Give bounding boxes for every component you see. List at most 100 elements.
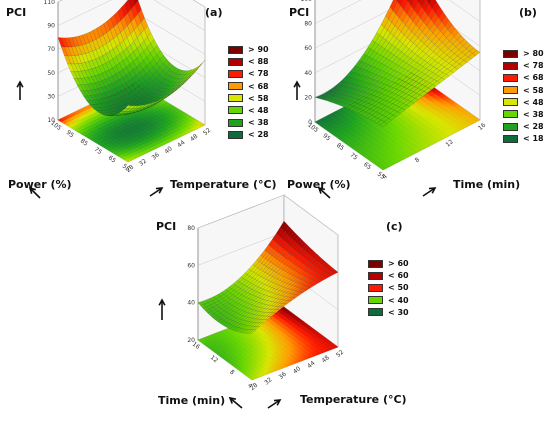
x-tick-label: 95 [321, 132, 331, 142]
x-tick-label: 8 [228, 369, 235, 377]
legend-label: < 78 [523, 61, 544, 71]
legend-swatch [228, 57, 243, 66]
legend-label: < 68 [248, 81, 269, 91]
legend-swatch [228, 94, 243, 103]
legend-item: < 68 [228, 81, 269, 92]
z-tick-label: 30 [47, 93, 55, 100]
y-tick-label: 16 [477, 122, 487, 132]
y-axis-label: Temperature (°C) [300, 393, 407, 406]
axis-arrows [158, 298, 282, 409]
legend-label: < 48 [523, 97, 544, 107]
x-tick-label: 55 [376, 171, 386, 181]
y-axis-label: Time (min) [453, 178, 521, 191]
legend-swatch [503, 134, 518, 143]
legend-item: < 88 [228, 56, 269, 67]
y-axis: 4 8 12 16 [381, 122, 487, 181]
legend-label: < 48 [248, 105, 269, 115]
legend-c: > 60 < 60 < 50 < 40 < 30 [368, 258, 409, 319]
axis-arrows [293, 80, 437, 199]
z-tick-label: 60 [187, 262, 195, 269]
legend-item: < 40 [368, 295, 409, 306]
legend-swatch [368, 296, 383, 305]
legend-label: < 88 [248, 57, 269, 67]
legend-label: < 78 [248, 69, 269, 79]
z-axis: 0 20 40 60 80 100 [301, 0, 316, 126]
legend-swatch [503, 122, 518, 131]
legend-swatch [368, 271, 383, 280]
legend-item: < 68 [503, 72, 544, 83]
x-tick-label: 4 [246, 382, 253, 390]
legend-label: < 38 [248, 118, 269, 128]
surface-mesh [57, 0, 206, 116]
x-tick-label: 85 [79, 138, 89, 148]
x-tick-label: 65 [107, 154, 117, 164]
x-tick-label: 55 [121, 163, 131, 173]
legend-label: > 90 [248, 45, 269, 54]
y-tick-label: 44 [306, 360, 316, 370]
legend-label: < 40 [388, 295, 409, 305]
x-tick-label: 95 [65, 129, 75, 139]
z-tick-label: 0 [308, 119, 312, 126]
arrow-icon [318, 187, 331, 199]
y-tick-label: 52 [202, 127, 212, 137]
y-tick-label: 8 [414, 156, 422, 164]
y-tick-label: 40 [163, 145, 173, 155]
legend-item: < 38 [503, 109, 544, 120]
legend-swatch [503, 61, 518, 70]
legend-item: < 48 [228, 105, 269, 116]
z-tick-label: 100 [301, 0, 313, 3]
legend-item: > 60 [368, 258, 409, 269]
legend-item: < 28 [503, 121, 544, 132]
arrow-icon [267, 399, 281, 409]
z-axis: 20 40 60 80 [187, 225, 199, 344]
y-tick-label: 36 [151, 151, 161, 161]
arrow-icon [149, 187, 163, 197]
z-axis: 10 30 50 70 90 110 [44, 0, 59, 124]
legend-label: < 28 [523, 122, 544, 132]
z-tick-label: 70 [47, 46, 55, 53]
x-axis-label: Power (%) [8, 178, 72, 191]
legend-b: > 80 < 78 < 68 < 58 < 48 < 38 < 28 < 18 [503, 48, 544, 146]
z-axis-label: PCI [6, 6, 27, 19]
x-tick-label: 65 [362, 161, 372, 171]
panel-a: PCI (a) 10 30 50 70 90 110 55 65 75 85 95 105 28 32 36… [0, 0, 277, 210]
legend-item: < 38 [228, 117, 269, 128]
y-tick-label: 28 [125, 164, 135, 174]
y-tick-label: 4 [381, 173, 389, 181]
z-tick-label: 80 [187, 225, 195, 232]
z-tick-label: 80 [304, 21, 312, 28]
z-tick-label: 40 [187, 300, 195, 307]
legend-label: < 30 [388, 307, 409, 317]
panel-c: PCI (c) 20 40 60 80 4 8 12 16 28 32 36 40 44 48 52 Tim… [140, 194, 415, 421]
legend-swatch [228, 106, 243, 115]
x-axis-label: Time (min) [158, 394, 226, 407]
legend-swatch [503, 98, 518, 107]
legend-a: > 90 < 88 < 78 < 68 < 58 < 48 < 38 < 28 [228, 44, 269, 142]
legend-swatch [503, 73, 518, 82]
z-axis-label: PCI [289, 6, 310, 19]
z-tick-label: 60 [304, 45, 312, 52]
x-tick-label: 75 [349, 152, 359, 162]
x-tick-label: 85 [335, 142, 345, 152]
y-tick-label: 28 [249, 382, 259, 392]
legend-item: < 48 [503, 97, 544, 108]
legend-swatch [228, 45, 243, 54]
legend-label: < 38 [523, 109, 544, 119]
x-tick-label: 16 [191, 341, 201, 351]
legend-swatch [228, 118, 243, 127]
z-tick-label: 110 [44, 0, 56, 6]
legend-item: < 30 [368, 307, 409, 318]
legend-item: > 90 [228, 44, 269, 55]
surface-mesh [197, 220, 339, 334]
arrow-icon [422, 187, 436, 197]
legend-item: < 58 [503, 85, 544, 96]
panel-b: PCI (b) 0204060801005565758595105481216 … [275, 0, 550, 210]
legend-item: < 60 [368, 270, 409, 281]
legend-label: > 60 [388, 259, 409, 268]
legend-swatch [368, 308, 383, 317]
legend-swatch [368, 283, 383, 292]
x-tick-label: 75 [93, 146, 103, 156]
